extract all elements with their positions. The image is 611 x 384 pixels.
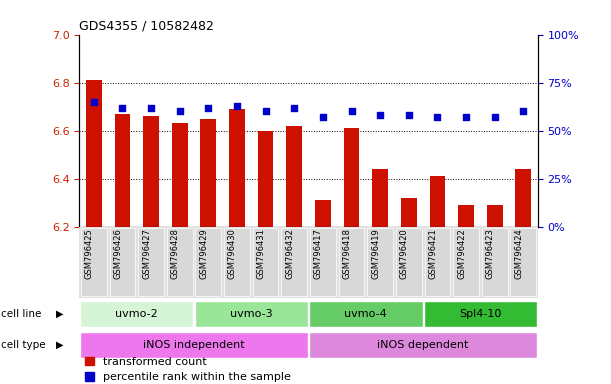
Text: uvmo-4: uvmo-4: [345, 309, 387, 319]
Bar: [114, 114, 130, 227]
Bar: [430, 176, 445, 227]
Text: uvmo-3: uvmo-3: [230, 309, 273, 319]
Bar: [287, 126, 302, 227]
FancyBboxPatch shape: [510, 228, 536, 296]
Text: GSM796419: GSM796419: [371, 228, 380, 279]
Bar: [372, 169, 388, 227]
Point: [290, 104, 299, 111]
Point: [433, 114, 442, 120]
Bar: [200, 119, 216, 227]
FancyBboxPatch shape: [138, 228, 164, 296]
FancyBboxPatch shape: [396, 228, 422, 296]
Point: [146, 104, 156, 111]
FancyBboxPatch shape: [196, 228, 221, 296]
Bar: [86, 80, 101, 227]
FancyBboxPatch shape: [482, 228, 508, 296]
Point: [318, 114, 327, 120]
Bar: [516, 169, 531, 227]
Text: uvmo-2: uvmo-2: [115, 309, 158, 319]
Text: GSM796429: GSM796429: [199, 228, 208, 279]
Text: iNOS dependent: iNOS dependent: [378, 339, 469, 350]
Text: cell type: cell type: [1, 339, 46, 350]
FancyBboxPatch shape: [194, 301, 308, 327]
Bar: [343, 128, 359, 227]
Bar: [143, 116, 159, 227]
FancyBboxPatch shape: [367, 228, 393, 296]
Text: GSM796420: GSM796420: [400, 228, 409, 279]
FancyBboxPatch shape: [338, 228, 364, 296]
Text: GSM796430: GSM796430: [228, 228, 237, 279]
Point: [232, 103, 242, 109]
FancyBboxPatch shape: [253, 228, 279, 296]
Point: [346, 108, 356, 114]
Point: [175, 108, 185, 114]
FancyBboxPatch shape: [167, 228, 192, 296]
Point: [261, 108, 271, 114]
FancyBboxPatch shape: [453, 228, 479, 296]
FancyBboxPatch shape: [309, 332, 537, 358]
Text: ▶: ▶: [56, 309, 64, 319]
Text: GSM796432: GSM796432: [285, 228, 295, 279]
Bar: [458, 205, 474, 227]
Bar: [487, 205, 503, 227]
Point: [375, 112, 385, 118]
Point: [203, 104, 213, 111]
Point: [519, 108, 529, 114]
FancyBboxPatch shape: [81, 228, 107, 296]
Text: GSM796425: GSM796425: [85, 228, 93, 279]
FancyBboxPatch shape: [80, 332, 308, 358]
Text: GSM796417: GSM796417: [314, 228, 323, 279]
Bar: [172, 123, 188, 227]
Text: GSM796422: GSM796422: [457, 228, 466, 279]
FancyBboxPatch shape: [423, 301, 537, 327]
Text: iNOS independent: iNOS independent: [143, 339, 245, 350]
Point: [490, 114, 500, 120]
Text: GSM796427: GSM796427: [142, 228, 151, 279]
Text: GSM796421: GSM796421: [428, 228, 437, 279]
FancyBboxPatch shape: [425, 228, 450, 296]
Legend: transformed count, percentile rank within the sample: transformed count, percentile rank withi…: [85, 356, 291, 382]
Bar: [229, 109, 245, 227]
FancyBboxPatch shape: [79, 227, 538, 298]
Text: GDS4355 / 10582482: GDS4355 / 10582482: [79, 19, 214, 32]
FancyBboxPatch shape: [310, 228, 336, 296]
FancyBboxPatch shape: [309, 301, 423, 327]
Bar: [401, 198, 417, 227]
Text: Spl4-10: Spl4-10: [459, 309, 502, 319]
Bar: [258, 131, 274, 227]
Text: GSM796428: GSM796428: [170, 228, 180, 279]
Text: GSM796426: GSM796426: [114, 228, 122, 279]
FancyBboxPatch shape: [80, 301, 194, 327]
Point: [89, 99, 98, 105]
FancyBboxPatch shape: [281, 228, 307, 296]
Bar: [315, 200, 331, 227]
Point: [404, 112, 414, 118]
FancyBboxPatch shape: [224, 228, 250, 296]
Text: GSM796431: GSM796431: [257, 228, 266, 279]
Text: GSM796424: GSM796424: [514, 228, 524, 279]
Text: GSM796423: GSM796423: [486, 228, 495, 279]
Point: [117, 104, 127, 111]
Text: cell line: cell line: [1, 309, 42, 319]
Text: ▶: ▶: [56, 339, 64, 350]
Point: [461, 114, 471, 120]
Text: GSM796418: GSM796418: [343, 228, 351, 279]
FancyBboxPatch shape: [109, 228, 135, 296]
